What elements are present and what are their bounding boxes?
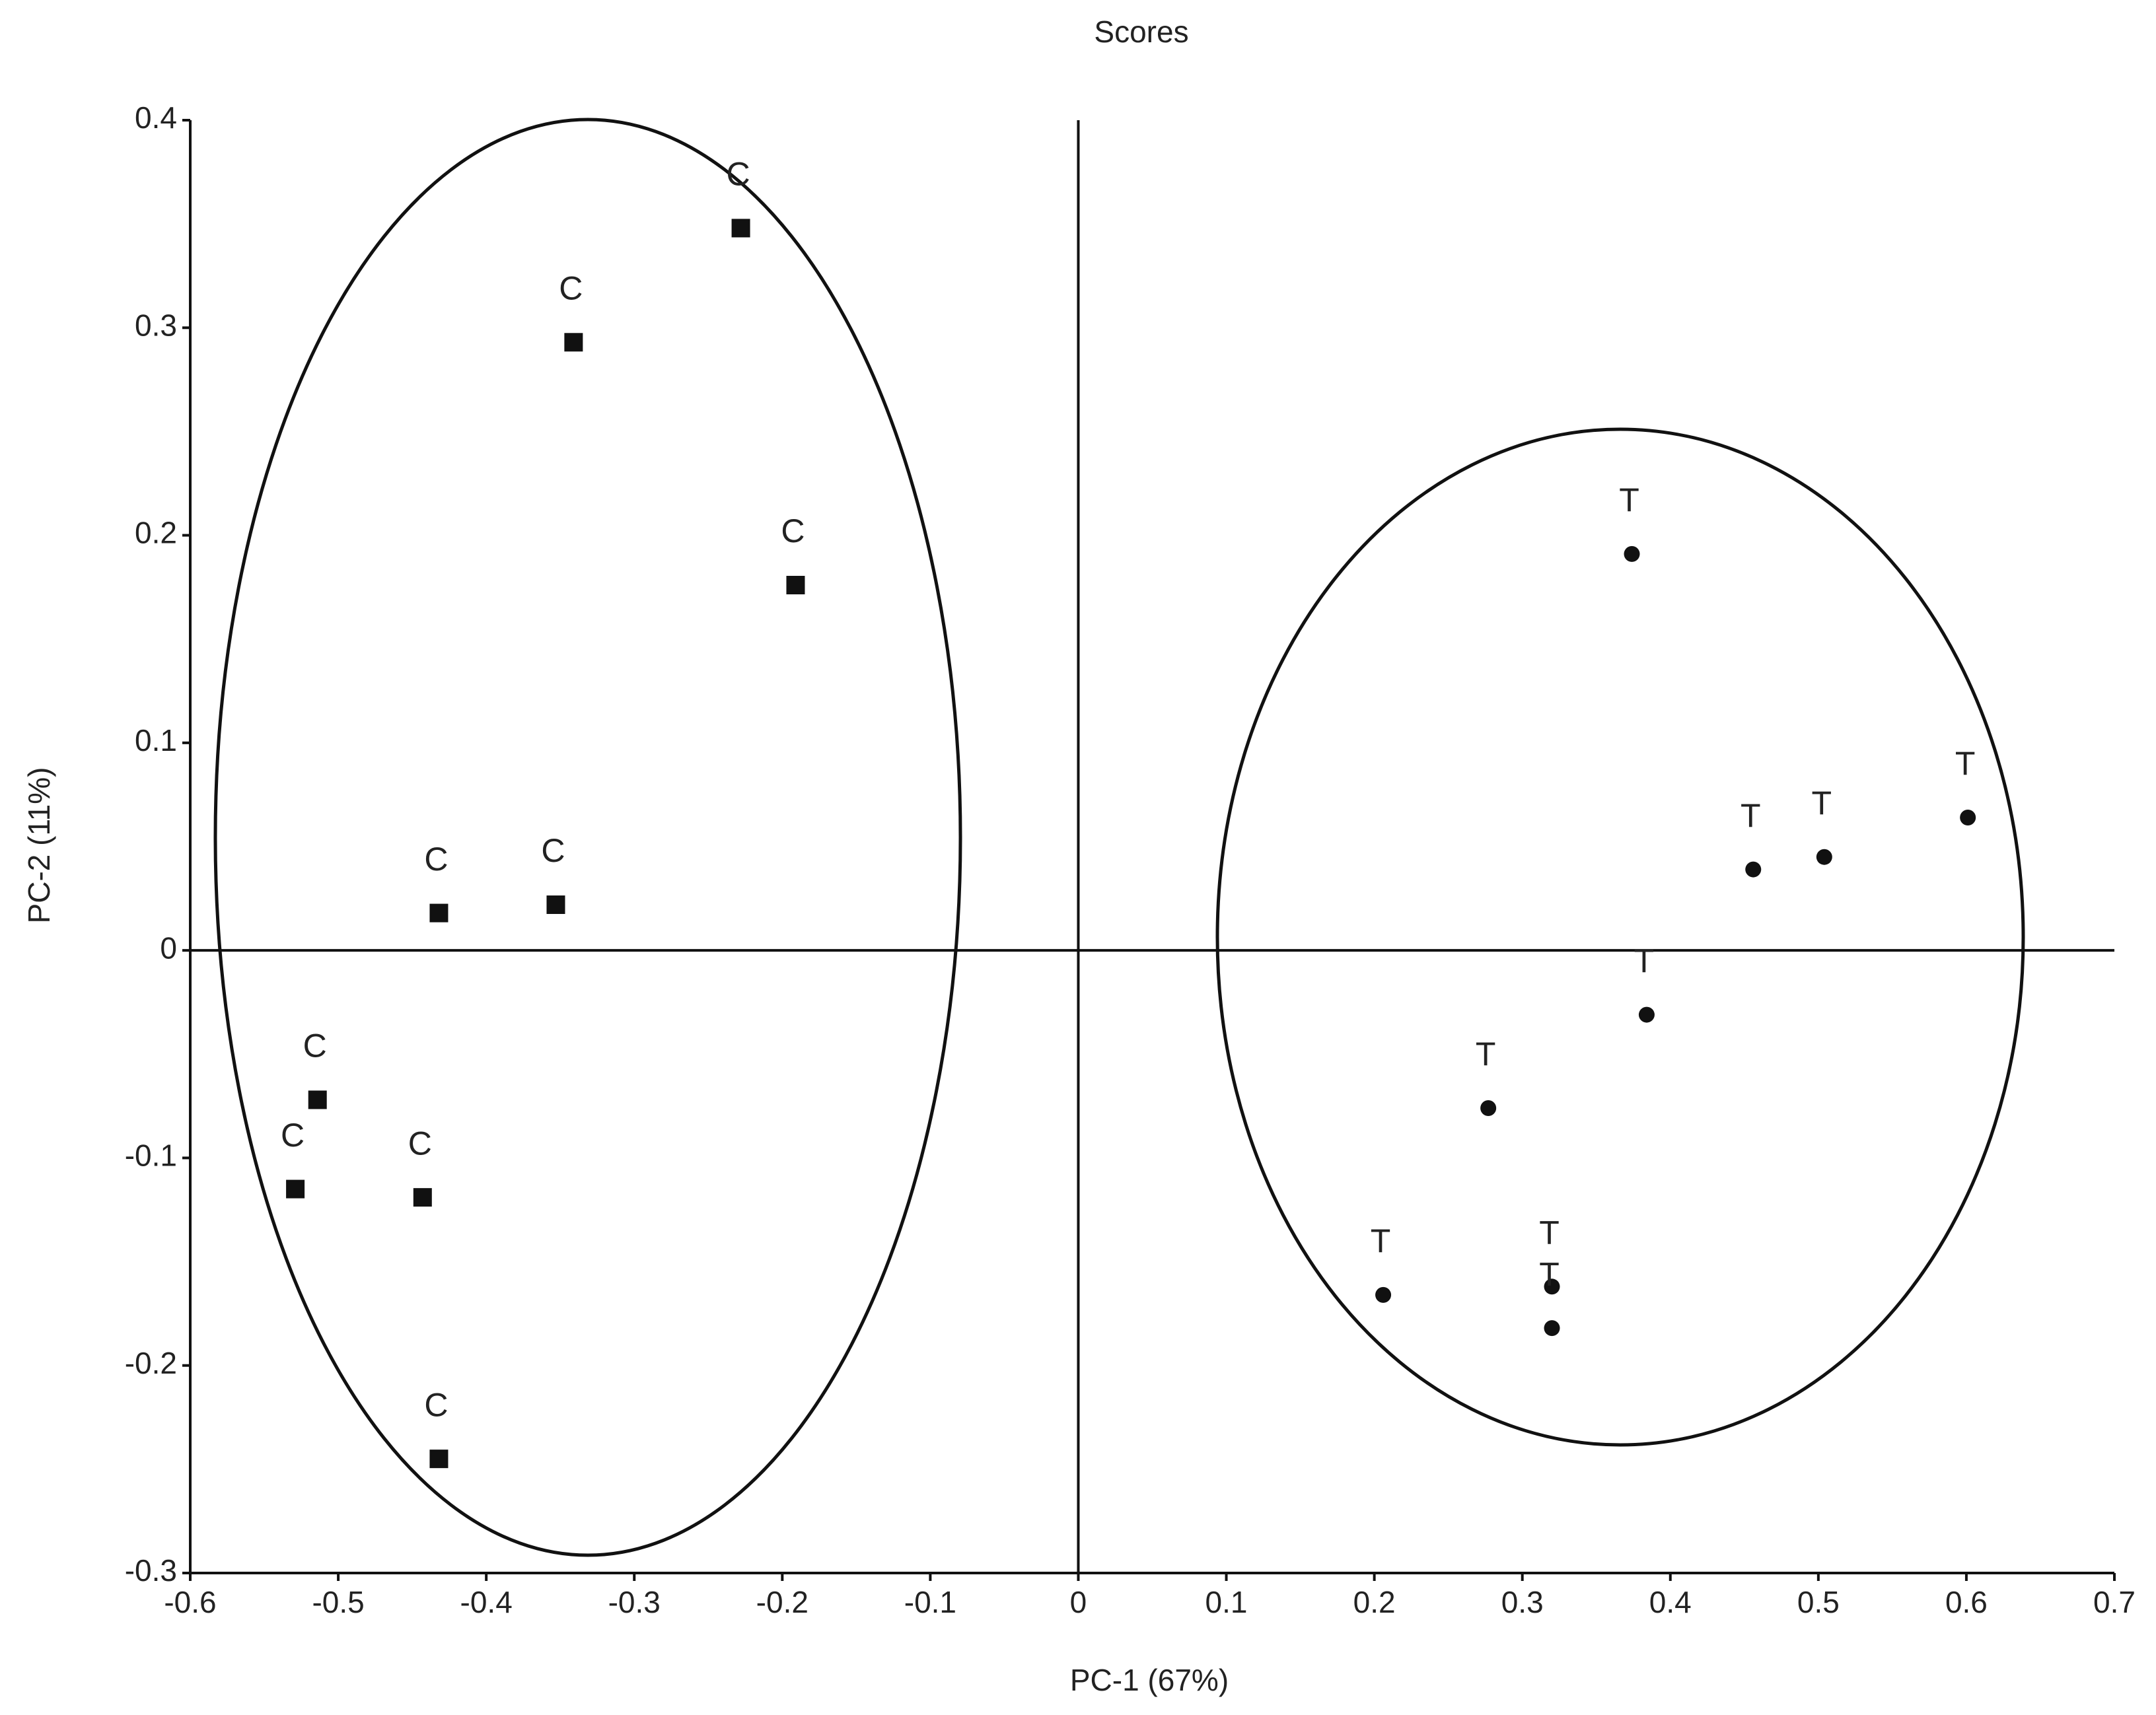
point bbox=[1544, 1320, 1560, 1337]
x-tick-label: 0.4 bbox=[1649, 1585, 1692, 1619]
point bbox=[1544, 1278, 1560, 1295]
point-label: T bbox=[1741, 797, 1761, 834]
point bbox=[1480, 1100, 1497, 1116]
point-label: T bbox=[1955, 745, 1976, 782]
point-label: T bbox=[1619, 481, 1639, 518]
point-label: T bbox=[1371, 1222, 1391, 1259]
chart-title: Scores bbox=[1094, 15, 1188, 49]
point-label: C bbox=[424, 841, 448, 878]
point bbox=[308, 1090, 327, 1109]
group-ellipse bbox=[213, 118, 962, 1557]
point bbox=[1638, 1006, 1655, 1023]
point-label: C bbox=[727, 156, 750, 193]
point bbox=[1960, 810, 1976, 825]
point bbox=[731, 219, 750, 238]
x-tick-label: 0 bbox=[1070, 1585, 1087, 1619]
y-tick-label: 0.4 bbox=[135, 100, 177, 135]
point bbox=[429, 903, 449, 923]
point-label: C bbox=[281, 1117, 305, 1154]
y-tick-label: 0 bbox=[160, 930, 177, 965]
x-tick-label: 0.1 bbox=[1205, 1585, 1248, 1619]
x-tick-label: -0.4 bbox=[460, 1585, 513, 1619]
point-label: C bbox=[541, 832, 565, 869]
point bbox=[1624, 545, 1640, 562]
x-tick-label: -0.3 bbox=[608, 1585, 661, 1619]
y-tick-label: -0.3 bbox=[125, 1553, 177, 1588]
point bbox=[429, 1450, 449, 1469]
y-tick-label: 0.1 bbox=[135, 723, 177, 757]
x-tick-label: 0.3 bbox=[1501, 1585, 1544, 1619]
x-tick-label: -0.5 bbox=[312, 1585, 364, 1619]
point bbox=[564, 333, 583, 352]
point bbox=[413, 1188, 432, 1207]
point bbox=[546, 895, 565, 914]
point bbox=[1745, 861, 1762, 878]
point-label: C bbox=[559, 269, 583, 306]
y-tick-label: 0.2 bbox=[135, 516, 177, 550]
y-tick-label: -0.1 bbox=[125, 1138, 177, 1173]
point-label: C bbox=[781, 512, 805, 549]
point bbox=[786, 576, 805, 594]
x-tick-label: 0.6 bbox=[1945, 1585, 1988, 1619]
point bbox=[1375, 1286, 1392, 1303]
y-tick-label: -0.2 bbox=[125, 1346, 177, 1380]
x-tick-label: -0.1 bbox=[904, 1585, 956, 1619]
point-label: T bbox=[1476, 1035, 1496, 1072]
point-label: T bbox=[1539, 1255, 1560, 1292]
y-axis-label: PC-2 (11%) bbox=[22, 767, 56, 924]
x-tick-label: 0.5 bbox=[1797, 1585, 1840, 1619]
point bbox=[286, 1179, 305, 1199]
point bbox=[1816, 849, 1832, 865]
x-tick-label: 0.7 bbox=[2093, 1585, 2136, 1619]
point-label: C bbox=[303, 1028, 327, 1065]
point-label: C bbox=[408, 1125, 432, 1162]
point-label: T bbox=[1539, 1214, 1560, 1251]
x-tick-label: 0.2 bbox=[1353, 1585, 1396, 1619]
point-label: C bbox=[424, 1386, 448, 1423]
y-tick-label: 0.3 bbox=[135, 308, 177, 342]
x-axis-label: PC-1 (67%) bbox=[1070, 1663, 1229, 1697]
group-ellipse bbox=[1215, 427, 2025, 1447]
point-label: T bbox=[1634, 942, 1655, 979]
x-tick-label: -0.6 bbox=[164, 1585, 216, 1619]
x-tick-label: -0.2 bbox=[756, 1585, 808, 1619]
point-label: T bbox=[1812, 785, 1832, 822]
